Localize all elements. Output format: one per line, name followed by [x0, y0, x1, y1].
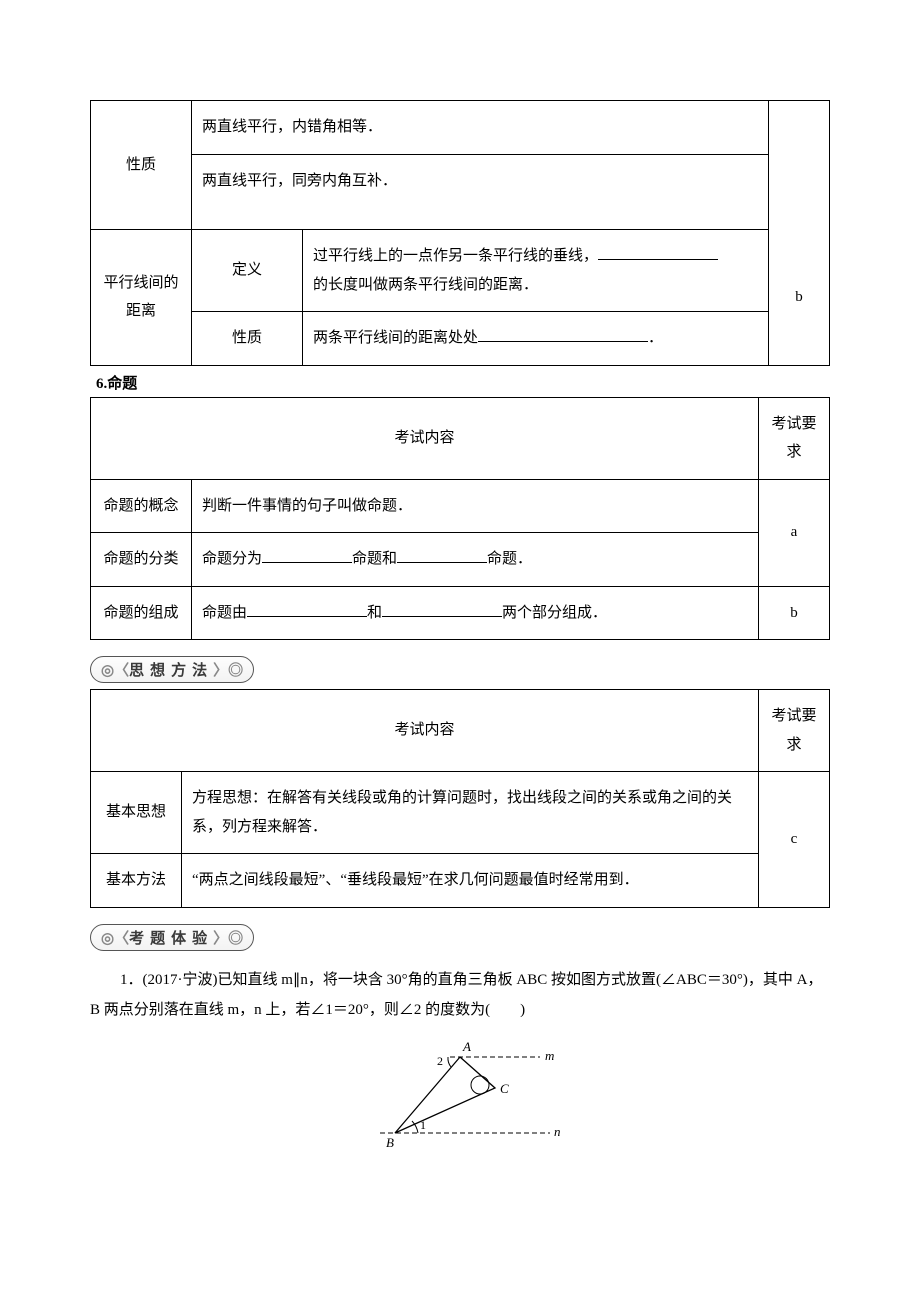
- t1-r3b: 过平行线上的一点作另一条平行线的垂线， 的长度叫做两条平行线间的距离．: [303, 230, 769, 312]
- t2-r2b-prefix: 命题分为: [202, 551, 262, 567]
- fig-label-C: C: [500, 1081, 509, 1096]
- table-methods: 考试内容 考试要求 基本思想 方程思想：在解答有关线段或角的计算问题时，找出线段…: [90, 689, 830, 908]
- t1-req-b: b: [769, 230, 830, 366]
- t2-r3b-mid: 和: [367, 605, 382, 621]
- t1-col1-distance: 平行线间的距离: [91, 230, 192, 366]
- t2-r2-blank2: [397, 547, 487, 563]
- t3-req: c: [759, 772, 830, 908]
- t2-req12: a: [759, 479, 830, 586]
- fig-label-1: 1: [420, 1118, 426, 1132]
- t1-r3-blank: [598, 244, 718, 260]
- figure-triangle: A C B m n 2 1: [90, 1033, 830, 1158]
- table-proposition: 考试内容 考试要求 命题的概念 判断一件事情的句子叫做命题． a 命题的分类 命…: [90, 397, 830, 641]
- t2-r2a: 命题的分类: [91, 533, 192, 587]
- t3-head-content: 考试内容: [91, 690, 759, 772]
- t2-r1a: 命题的概念: [91, 479, 192, 533]
- t2-r1b: 判断一件事情的句子叫做命题．: [192, 479, 759, 533]
- badge-methods: ◎〈思想方法〉◎: [90, 656, 254, 683]
- t2-r3-blank2: [382, 601, 502, 617]
- t3-head-req: 考试要求: [759, 690, 830, 772]
- t1-r3b-prefix: 过平行线上的一点作另一条平行线的垂线，: [313, 248, 598, 264]
- t2-r3-blank1: [247, 601, 367, 617]
- t2-head-content: 考试内容: [91, 397, 759, 479]
- t1-r4b-prefix: 两条平行线间的距离处处: [313, 330, 478, 346]
- fig-label-B: B: [386, 1135, 394, 1150]
- t2-r2b-suffix: 命题．: [487, 551, 532, 567]
- t2-r3b-suffix: 两个部分组成．: [502, 605, 607, 621]
- t1-r4a: 性质: [192, 312, 303, 366]
- fig-label-2: 2: [437, 1054, 443, 1068]
- badge-exam: ◎〈考题体验〉◎: [90, 924, 254, 951]
- t2-r3b-prefix: 命题由: [202, 605, 247, 621]
- t2-r2b-mid: 命题和: [352, 551, 397, 567]
- fig-label-A: A: [462, 1039, 471, 1054]
- t1-r3b-suffix: 的长度叫做两条平行线间的距离．: [313, 277, 538, 293]
- question-1: 1．(2017·宁波)已知直线 m∥n，将一块含 30°角的直角三角板 ABC …: [90, 965, 830, 1025]
- t2-r2-blank1: [262, 547, 352, 563]
- badge-methods-text: 思想方法: [129, 663, 213, 679]
- t2-r2b: 命题分为 命题和 命题．: [192, 533, 759, 587]
- t1-r2: 两直线平行，同旁内角互补．: [192, 154, 769, 230]
- t1-r4-blank: [478, 326, 648, 342]
- t2-r3a: 命题的组成: [91, 586, 192, 640]
- t3-r1b: 方程思想：在解答有关线段或角的计算问题时，找出线段之间的关系或角之间的关系，列方…: [182, 772, 759, 854]
- t1-r4b-suffix: ．: [648, 330, 663, 346]
- table-parallel-lines: 性质 两直线平行，内错角相等． 两直线平行，同旁内角互补． 平行线间的距离 定义…: [90, 100, 830, 366]
- t3-r2b: “两点之间线段最短”、“垂线段最短”在求几何问题最值时经常用到．: [182, 854, 759, 908]
- t1-r1: 两直线平行，内错角相等．: [192, 101, 769, 155]
- fig-label-n: n: [554, 1124, 561, 1139]
- t1-col1-xingzhi: 性质: [91, 101, 192, 230]
- t2-r3b: 命题由 和 两个部分组成．: [192, 586, 759, 640]
- section-6-label: 6.命题: [96, 372, 830, 393]
- t1-r3a: 定义: [192, 230, 303, 312]
- t2-head-req: 考试要求: [759, 397, 830, 479]
- t1-req-empty: [769, 101, 830, 230]
- t1-r4b: 两条平行线间的距离处处 ．: [303, 312, 769, 366]
- t2-req3: b: [759, 586, 830, 640]
- fig-label-m: m: [545, 1048, 554, 1063]
- t3-r2a: 基本方法: [91, 854, 182, 908]
- badge-exam-text: 考题体验: [129, 931, 213, 947]
- t3-r1a: 基本思想: [91, 772, 182, 854]
